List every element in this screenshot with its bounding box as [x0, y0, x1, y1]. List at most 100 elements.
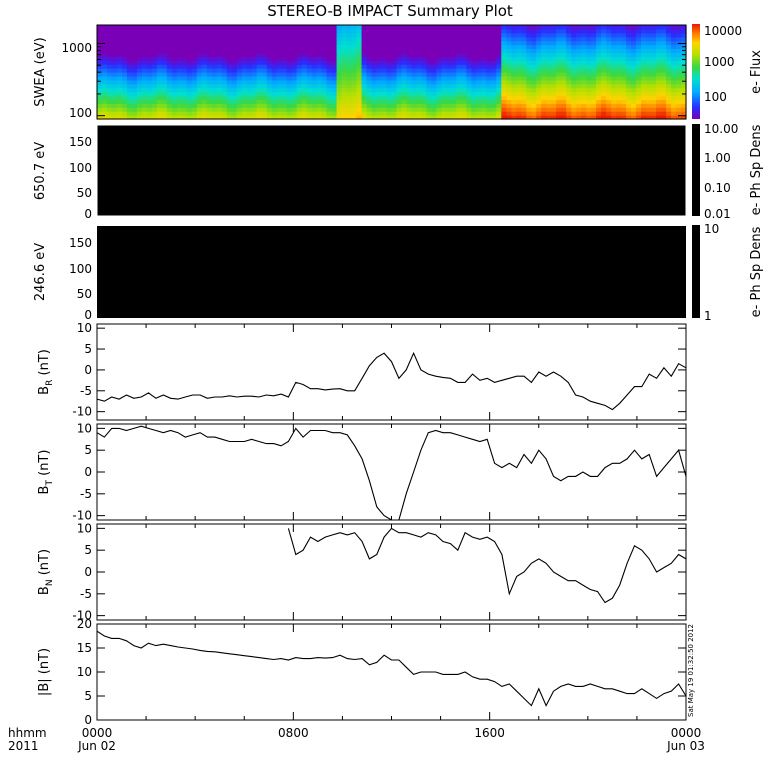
swea-cell	[426, 68, 433, 73]
swea-cell	[176, 83, 183, 89]
swea-cell	[211, 111, 218, 116]
swea-cell	[326, 40, 333, 46]
swea-cell	[451, 75, 457, 81]
swea-cell	[666, 75, 672, 81]
swea-cell	[486, 52, 492, 57]
swea-cell	[416, 75, 423, 81]
swea-cell	[396, 91, 403, 97]
swea-cell	[426, 64, 433, 69]
swea-cell	[97, 60, 103, 65]
swea-cell	[116, 107, 123, 112]
swea-cell	[341, 40, 348, 46]
swea-cell	[456, 40, 462, 46]
swea-cell	[361, 72, 368, 77]
swea-cell	[191, 68, 198, 73]
swea-cell	[226, 103, 233, 108]
swea-cell	[391, 115, 398, 120]
swea-cell	[391, 83, 398, 89]
swea-cell	[356, 95, 363, 101]
swea-cell	[681, 87, 687, 93]
swea-cell	[406, 72, 413, 77]
swea-cell	[216, 48, 223, 54]
swea-cell	[221, 44, 228, 50]
swea-cell	[616, 32, 622, 38]
swea-cell	[186, 111, 193, 116]
swea-cell	[396, 72, 403, 77]
swea-cell	[591, 52, 597, 57]
swea-cell	[511, 79, 517, 85]
swea-cell	[591, 107, 597, 112]
bmag-ytick-label: 0	[84, 713, 92, 727]
swea-cell	[551, 99, 557, 104]
swea-cell	[606, 64, 612, 69]
swea-cell	[121, 72, 128, 77]
swea-cell	[266, 107, 273, 112]
swea-cell	[166, 91, 173, 97]
swea-cell	[106, 68, 113, 73]
swea-cell	[481, 28, 487, 34]
swea-cell	[441, 44, 448, 50]
swea-cell	[271, 25, 278, 30]
swea-cell	[636, 79, 642, 85]
swea-colorbar	[692, 24, 700, 119]
swea-cell	[121, 83, 128, 89]
swea-cell	[331, 28, 338, 34]
swea-cell	[521, 56, 527, 61]
swea-cell	[281, 48, 288, 54]
swea-cell	[681, 103, 687, 108]
swea-cell	[131, 103, 138, 108]
swea-cell	[106, 60, 113, 65]
swea-cell	[301, 25, 308, 30]
swea-cell	[446, 95, 452, 101]
swea-cell	[231, 79, 238, 85]
swea-cell	[381, 40, 388, 46]
swea-cell	[321, 103, 328, 108]
swea-cell	[661, 95, 667, 101]
swea-spectrogram	[97, 25, 687, 120]
swea-cell	[381, 64, 388, 69]
generation-stamp: Sat May 19 01:32:50 2012	[687, 624, 695, 717]
swea-cell	[176, 44, 183, 50]
swea-cell	[536, 56, 542, 61]
swea-cell	[571, 111, 577, 116]
swea-cell	[386, 60, 393, 65]
swea-cell	[661, 107, 667, 112]
swea-cell	[101, 60, 108, 65]
swea-cell	[616, 111, 622, 116]
swea-cell	[136, 103, 143, 108]
swea-cell	[116, 95, 123, 101]
swea-cell	[351, 25, 358, 30]
swea-cell	[496, 79, 502, 85]
swea-cell	[561, 56, 567, 61]
swea-cell	[516, 32, 522, 38]
swea-cell	[471, 99, 477, 104]
swea-cell	[396, 79, 403, 85]
swea-cell	[256, 107, 263, 112]
swea-cell	[301, 103, 308, 108]
swea-cell	[386, 115, 393, 120]
swea-cell	[326, 111, 333, 116]
swea-cell	[671, 52, 677, 57]
swea-cell	[671, 79, 677, 85]
swea-cell	[306, 68, 313, 73]
swea-cell	[446, 87, 452, 93]
swea-cell	[151, 68, 158, 73]
swea-cell	[356, 28, 363, 34]
swea-cell	[481, 56, 487, 61]
swea-cell	[401, 25, 408, 30]
swea-cell	[276, 68, 283, 73]
swea-cell	[146, 52, 153, 57]
swea-cell	[446, 32, 452, 38]
swea-cell	[636, 75, 642, 81]
swea-cell	[211, 52, 218, 57]
swea-cell	[316, 44, 323, 50]
swea-cell	[211, 79, 218, 85]
swea-cell	[326, 99, 333, 104]
swea-cell	[491, 56, 497, 61]
swea-cell	[636, 28, 642, 34]
swea-cell	[491, 111, 497, 116]
swea-cell	[366, 64, 373, 69]
swea-cell	[151, 95, 158, 101]
swea-cell	[656, 91, 662, 97]
swea-cell	[176, 111, 183, 116]
